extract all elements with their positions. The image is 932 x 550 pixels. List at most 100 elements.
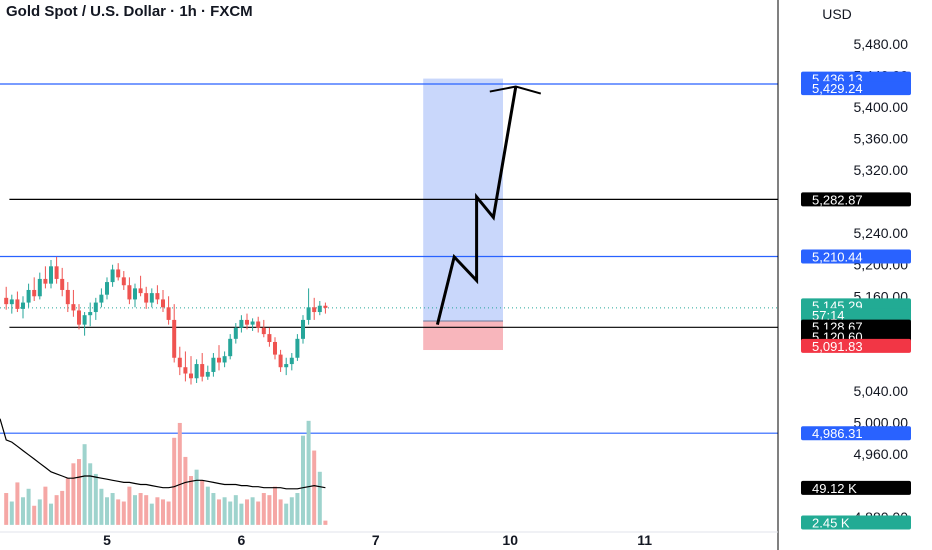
time-axis[interactable]: 5 6 7 10 11 [0, 531, 778, 548]
currency-label: USD [822, 6, 852, 22]
candle-body [65, 289, 70, 305]
candle-body [250, 321, 255, 325]
volume-bar [88, 463, 93, 525]
volume-bar [71, 463, 76, 525]
candle-body [110, 269, 115, 283]
volume-bar [312, 450, 317, 525]
volume-bar [261, 493, 266, 525]
candle-body [228, 338, 233, 357]
candle-body [127, 285, 132, 300]
candle-body [239, 319, 244, 328]
candle-body [172, 319, 177, 358]
volume-bar [116, 499, 121, 525]
candle-body [273, 341, 277, 355]
volume-bar [138, 493, 143, 525]
candle-body [105, 282, 109, 295]
candle-body [211, 357, 216, 372]
volume-bar [9, 501, 14, 525]
volume-bar [273, 486, 277, 525]
stop-zone [423, 320, 503, 351]
price-badge-label: 5,091.83 [812, 339, 863, 354]
candle-body [222, 356, 227, 363]
candle-body [217, 357, 221, 363]
volume-bar [166, 501, 171, 525]
candle-body [32, 289, 37, 297]
chart-title: Gold Spot / U.S. Dollar · 1h · FXCM [6, 3, 253, 20]
volume-bar [49, 503, 53, 525]
volume-bar [15, 482, 20, 525]
volume-bar [245, 499, 249, 525]
y-tick-label: 5,040.00 [854, 383, 909, 399]
price-badge [801, 249, 911, 264]
candle-body [26, 289, 31, 303]
price-badge-label: 5,210.44 [812, 250, 863, 265]
candle-body [194, 364, 199, 379]
price-badge [801, 308, 911, 323]
x-tick-label: 11 [637, 532, 652, 548]
volume-bar [110, 493, 115, 525]
volume-bar [37, 499, 42, 525]
candle-body [245, 319, 249, 325]
price-badge-label: 4,986.31 [812, 426, 863, 441]
candle-body [4, 297, 9, 305]
volume-bar [65, 478, 70, 525]
candle-body [284, 364, 289, 368]
price-badge [801, 338, 911, 353]
volume-bar [105, 497, 109, 525]
volume-bar [194, 469, 199, 525]
x-tick-label: 6 [238, 532, 246, 548]
candle-body [116, 269, 121, 278]
volume-bar [161, 499, 165, 525]
x-tick-label: 10 [502, 532, 518, 548]
candle-body [177, 357, 182, 368]
candle-body [256, 321, 261, 328]
volume-bar [32, 505, 37, 525]
volume-bar [239, 503, 244, 525]
price-badge [801, 426, 911, 441]
candle-body [200, 364, 205, 377]
volume-bar [60, 490, 65, 525]
candles-layer [4, 256, 328, 385]
candle-body [99, 294, 104, 303]
volume-bar [177, 422, 182, 525]
candle-body [43, 278, 48, 284]
candle-body [278, 354, 283, 368]
candle-body [155, 293, 160, 300]
x-tick-label: 7 [372, 532, 380, 548]
y-tick-label: 4,960.00 [854, 446, 909, 462]
projection-arrowhead [489, 85, 542, 95]
candle-body [60, 278, 65, 290]
volume-bar [121, 501, 126, 525]
volume-bar [317, 471, 322, 525]
volume-bar [82, 444, 87, 525]
volume-bar [217, 499, 221, 525]
candle-body [15, 299, 20, 309]
price-axis[interactable]: USD 5,480.005,440.005,400.005,360.005,32… [777, 0, 932, 550]
y-tick-label: 5,400.00 [854, 99, 909, 115]
candle-body [261, 327, 266, 335]
volume-bar [323, 520, 328, 525]
volume-bar [99, 488, 104, 525]
candle-body [138, 288, 143, 294]
x-tick-label: 5 [103, 532, 111, 548]
volume-bar [54, 495, 59, 525]
candle-body [133, 288, 137, 300]
price-badge-label: 5,282.87 [812, 192, 863, 207]
horizontal-levels-layer [0, 83, 778, 434]
volume-bar [200, 480, 205, 525]
volume-bar [77, 459, 81, 525]
volume-bar [144, 495, 149, 525]
candle-body [233, 327, 238, 339]
candle-body [166, 307, 171, 320]
volume-bar [155, 497, 160, 525]
volume-bar [211, 493, 216, 525]
volume-bar [233, 495, 238, 525]
candle-body [9, 299, 14, 305]
y-tick-label: 5,320.00 [854, 162, 909, 178]
candle-body [37, 278, 42, 297]
volume-bar [133, 495, 137, 525]
price-badge [801, 81, 911, 96]
volume-bar [256, 501, 261, 525]
price-badge-label: 57:14 [812, 308, 845, 323]
